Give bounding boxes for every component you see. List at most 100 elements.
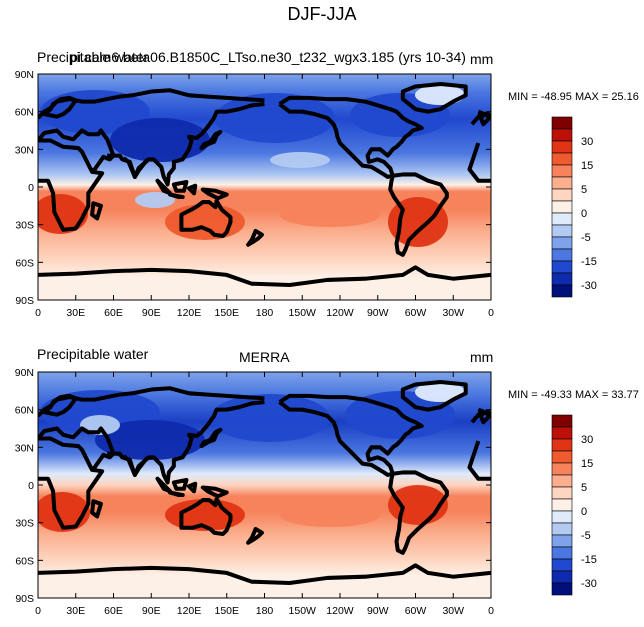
panel1-center-title: pi.cam6.beta06.B1850C_LTso.ne30_t232_wgx… [70, 49, 466, 65]
panel2-colorbar-label: 15 [581, 458, 593, 470]
panel2-lat-label: 60S [15, 555, 34, 567]
panel2-colorbar-label: -5 [581, 530, 591, 542]
panel2-colorbar-swatch [551, 438, 573, 452]
panel2-colorbar-swatch [551, 534, 573, 548]
panel2-lon-label: 0 [35, 605, 41, 617]
panel1-colorbar-label: 30 [581, 136, 593, 148]
panel2-colorbar-label: 30 [581, 434, 593, 446]
panel1-lat-label: 90S [15, 295, 34, 307]
panel2-units: mm [470, 349, 494, 365]
panel1-lat-label: 0 [28, 182, 34, 194]
panel1-lon-label: 150E [214, 307, 239, 319]
panel2-colorbar-swatch [551, 414, 573, 428]
panel1-colorbar-swatch [551, 140, 573, 154]
panel1-lat-label: 90N [15, 69, 34, 81]
panel2-lon-label: 60E [104, 605, 123, 617]
panel1-colorbar-label: -15 [581, 256, 597, 268]
panel1-colorbar-swatch [551, 152, 573, 166]
panel1-colorbar-swatch [551, 260, 573, 274]
panel1-colorbar-swatch [551, 164, 573, 178]
panel1-lon-label: 120E [177, 307, 202, 319]
panel2-lon-label: 90E [142, 605, 161, 617]
panel2-colorbar-swatch [551, 426, 573, 440]
panel2-lon-label: 90W [367, 605, 389, 617]
panel2-lat-label: 90N [15, 367, 34, 379]
panel1-colorbar-swatch [551, 212, 573, 226]
panel1-colorbar: 30 15 5 0 -5 -15 -30 [551, 116, 597, 298]
panel1-colorbar-swatch [551, 236, 573, 250]
panel1-colorbar-swatch [551, 116, 573, 130]
panel1-lon-label: 180 [256, 307, 274, 319]
panel2-colorbar-swatch [551, 486, 573, 500]
panel2-colorbar-swatch [551, 510, 573, 524]
panel1-colorbar-label: 15 [581, 160, 593, 172]
panel2-colorbar-swatch [551, 522, 573, 536]
panel2-lon-label: 30W [442, 605, 464, 617]
panel1-colorbar-label: 5 [581, 184, 587, 196]
panel2-lat-label: 30S [15, 518, 34, 530]
figure-title: DJF-JJA [287, 4, 357, 24]
panel1-lat-label: 60S [15, 257, 34, 269]
panel1-map [38, 74, 491, 300]
panel2-lat-label: 90S [15, 593, 34, 605]
panel1-colorbar-label: -30 [581, 280, 597, 292]
panel1-lon-label: 0 [488, 307, 494, 319]
panel2-lat-label: 30N [15, 442, 34, 454]
panel1-colorbar-swatch [551, 128, 573, 142]
panel1-colorbar-swatch [551, 272, 573, 286]
panel2-colorbar-swatch [551, 558, 573, 572]
panel2-colorbar-swatch [551, 570, 573, 584]
panel1-lon-label: 120W [326, 307, 354, 319]
panel1-colorbar-label: -5 [581, 232, 591, 244]
panel1-colorbar-swatch [551, 224, 573, 238]
panel2-colorbar-label: 0 [581, 506, 587, 518]
panel1-lon-label: 0 [35, 307, 41, 319]
panel1-units: mm [470, 51, 494, 67]
panel1-colorbar-swatch [551, 188, 573, 202]
panel2-lon-label: 30E [66, 605, 85, 617]
panel2-lon-label: 60W [405, 605, 427, 617]
panel2-colorbar-swatch [551, 474, 573, 488]
panel2-lon-label: 150E [214, 605, 239, 617]
panel2-lon-label: 180 [256, 605, 274, 617]
panel2-lon-label: 120E [177, 605, 202, 617]
panel1-lon-label: 60W [405, 307, 427, 319]
panel2-colorbar-swatch [551, 546, 573, 560]
panel2-lat-label: 60N [15, 405, 34, 417]
panel1-colorbar-label: 0 [581, 208, 587, 220]
panel1-lon-label: 60E [104, 307, 123, 319]
panel1-left-title: Precipitable water [37, 49, 149, 65]
panel1-lat-label: 30N [15, 144, 34, 156]
panel1-colorbar-swatch [551, 200, 573, 214]
panel1-lon-label: 150W [289, 307, 317, 319]
panel2-colorbar-swatch [551, 582, 573, 596]
panel2-lon-label: 150W [289, 605, 317, 617]
panel2-colorbar-swatch [551, 498, 573, 512]
panel1-colorbar-swatch [551, 248, 573, 262]
panel2-lon-label: 0 [488, 605, 494, 617]
panel1-lon-label: 90W [367, 307, 389, 319]
panel2-map [38, 372, 491, 598]
panel1-colorbar-swatch [551, 176, 573, 190]
panel1-lon-label: 90E [142, 307, 161, 319]
panel2-colorbar-swatch [551, 450, 573, 464]
panel2-colorbar-label: 5 [581, 482, 587, 494]
panel1-minmax: MIN = -48.95 MAX = 25.16 [508, 91, 639, 103]
panel2-minmax: MIN = -49.33 MAX = 33.77 [508, 389, 639, 401]
panel2-colorbar-swatch [551, 462, 573, 476]
panel2-colorbar-label: -30 [581, 578, 597, 590]
panel2-colorbar: 30 15 5 0 -5 -15 -30 [551, 414, 597, 596]
panel1-lat-label: 60N [15, 107, 34, 119]
panel2-lat-label: 0 [28, 480, 34, 492]
panel1-lat-label: 30S [15, 220, 34, 232]
panel2-colorbar-label: -15 [581, 554, 597, 566]
panel2-left-title: Precipitable water [37, 346, 149, 362]
panel2-lon-label: 120W [326, 605, 354, 617]
panel1-lon-label: 30E [66, 307, 85, 319]
panel2-center-title: MERRA [239, 349, 290, 365]
panel1-lon-label: 30W [442, 307, 464, 319]
panel1-colorbar-swatch [551, 284, 573, 298]
